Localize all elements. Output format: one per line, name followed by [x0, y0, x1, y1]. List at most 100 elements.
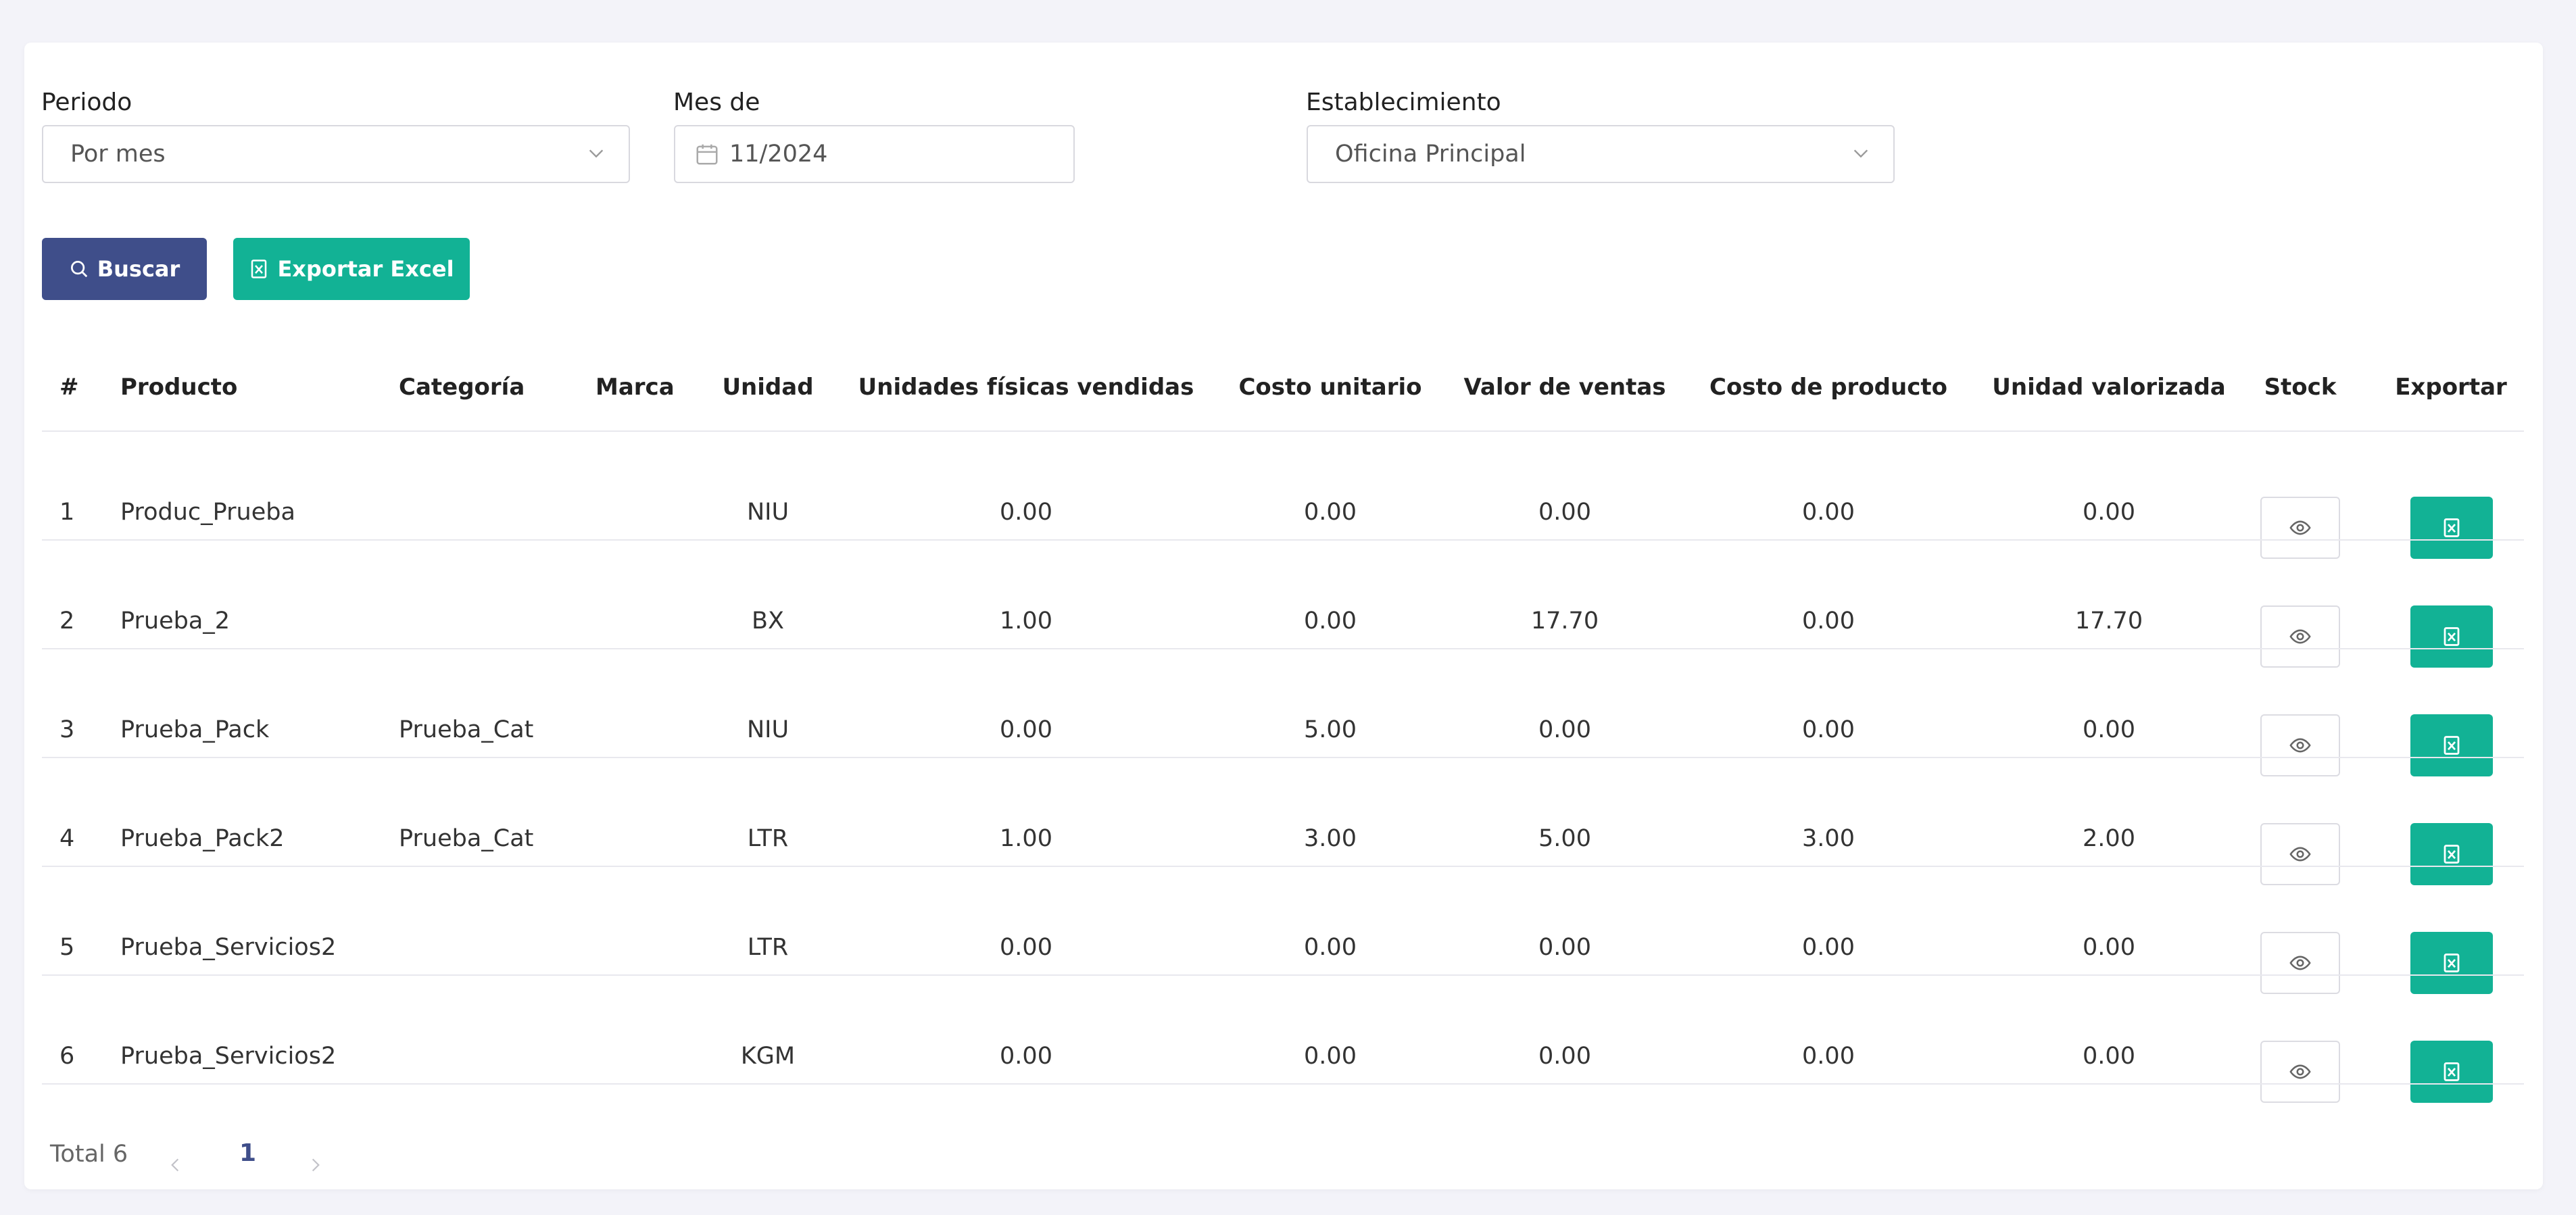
mes-value: 11/2024: [729, 141, 828, 168]
periodo-label: Periodo: [41, 89, 132, 116]
excel-file-icon: [251, 259, 267, 278]
cell-unidad: BX: [752, 608, 784, 635]
cell-costo-unitario: 5.00: [1304, 716, 1357, 743]
row-export-button[interactable]: [2410, 932, 2493, 994]
row-divider: [42, 539, 2524, 541]
periodo-value: Por mes: [70, 141, 166, 168]
cell-categoria: Prueba_Cat: [399, 716, 534, 743]
col-header-costo-producto: Costo de producto: [1709, 374, 1948, 401]
cell-producto: Prueba_Servicios2: [120, 934, 337, 961]
pagination-total: Total 6: [50, 1141, 128, 1168]
cell-vendidas: 0.00: [1000, 716, 1052, 743]
calendar-icon: [696, 144, 718, 165]
stock-view-button[interactable]: [2260, 1041, 2340, 1103]
cell-valorizada: 2.00: [2083, 825, 2135, 852]
mes-label: Mes de: [673, 89, 760, 116]
mes-date-input[interactable]: 11/2024: [674, 125, 1075, 183]
cell-valor-ventas: 0.00: [1538, 934, 1591, 961]
row-export-button[interactable]: [2410, 605, 2493, 668]
cell-vendidas: 1.00: [1000, 825, 1052, 852]
col-header-valor-ventas: Valor de ventas: [1463, 374, 1666, 401]
chevron-right-icon[interactable]: [307, 1156, 324, 1174]
cell-costo-unitario: 0.00: [1304, 608, 1357, 635]
buscar-button[interactable]: Buscar: [42, 238, 207, 300]
cell-valorizada: 0.00: [2083, 716, 2135, 743]
cell-costo-producto: 3.00: [1802, 825, 1855, 852]
cell-vendidas: 0.00: [1000, 1043, 1052, 1070]
cell-num: 2: [59, 608, 75, 635]
table-header-divider: [42, 430, 2524, 432]
col-header-exportar: Exportar: [2395, 374, 2507, 401]
cell-costo-unitario: 0.00: [1304, 934, 1357, 961]
cell-unidad: NIU: [746, 499, 789, 526]
cell-num: 6: [59, 1043, 75, 1070]
cell-num: 5: [59, 934, 75, 961]
row-export-button[interactable]: [2410, 497, 2493, 559]
cell-costo-producto: 0.00: [1802, 608, 1855, 635]
chevron-left-icon[interactable]: [166, 1156, 184, 1174]
col-header-categoria: Categoría: [399, 374, 525, 401]
eye-icon: [2289, 738, 2311, 753]
row-export-button[interactable]: [2410, 1041, 2493, 1103]
cell-vendidas: 0.00: [1000, 499, 1052, 526]
cell-producto: Prueba_Servicios2: [120, 1043, 337, 1070]
cell-costo-producto: 0.00: [1802, 499, 1855, 526]
cell-num: 1: [59, 499, 75, 526]
cell-categoria: Prueba_Cat: [399, 825, 534, 852]
stock-view-button[interactable]: [2260, 497, 2340, 559]
excel-file-icon: [2444, 845, 2460, 864]
cell-valor-ventas: 0.00: [1538, 716, 1591, 743]
cell-costo-producto: 0.00: [1802, 716, 1855, 743]
row-divider: [42, 974, 2524, 976]
col-header-unidad: Unidad: [722, 374, 814, 401]
establecimiento-value: Oficina Principal: [1335, 141, 1526, 168]
cell-vendidas: 0.00: [1000, 934, 1052, 961]
row-export-button[interactable]: [2410, 714, 2493, 776]
cell-unidad: LTR: [747, 825, 789, 852]
eye-icon: [2289, 1064, 2311, 1079]
buscar-button-label: Buscar: [97, 256, 180, 282]
cell-valor-ventas: 0.00: [1538, 1043, 1591, 1070]
col-header-vendidas: Unidades físicas vendidas: [858, 374, 1194, 401]
stock-view-button[interactable]: [2260, 605, 2340, 668]
chevron-down-icon: [1853, 149, 1868, 158]
stock-view-button[interactable]: [2260, 932, 2340, 994]
row-divider: [42, 1083, 2524, 1085]
exportar-excel-button[interactable]: Exportar Excel: [233, 238, 470, 300]
cell-costo-producto: 0.00: [1802, 1043, 1855, 1070]
eye-icon: [2289, 629, 2311, 644]
cell-valorizada: 0.00: [2083, 1043, 2135, 1070]
cell-num: 3: [59, 716, 75, 743]
col-header-unidad-valorizada: Unidad valorizada: [1992, 374, 2226, 401]
cell-valorizada: 17.70: [2074, 608, 2143, 635]
stock-view-button[interactable]: [2260, 714, 2340, 776]
row-export-button[interactable]: [2410, 823, 2493, 885]
excel-file-icon: [2444, 736, 2460, 755]
eye-icon: [2289, 520, 2311, 535]
cell-valor-ventas: 0.00: [1538, 499, 1591, 526]
excel-file-icon: [2444, 518, 2460, 537]
col-header-num: #: [59, 374, 79, 401]
cell-valorizada: 0.00: [2083, 499, 2135, 526]
excel-file-icon: [2444, 953, 2460, 972]
cell-costo-producto: 0.00: [1802, 934, 1855, 961]
cell-unidad: NIU: [746, 716, 789, 743]
establecimiento-select[interactable]: Oficina Principal: [1307, 125, 1895, 183]
cell-costo-unitario: 0.00: [1304, 499, 1357, 526]
establecimiento-label: Establecimiento: [1306, 89, 1501, 116]
stock-view-button[interactable]: [2260, 823, 2340, 885]
row-divider: [42, 757, 2524, 758]
cell-costo-unitario: 3.00: [1304, 825, 1357, 852]
cell-valorizada: 0.00: [2083, 934, 2135, 961]
pagination-page-1[interactable]: 1: [239, 1139, 257, 1167]
cell-unidad: LTR: [747, 934, 789, 961]
chevron-down-icon: [589, 149, 604, 158]
periodo-select[interactable]: Por mes: [42, 125, 630, 183]
cell-valor-ventas: 5.00: [1538, 825, 1591, 852]
exportar-excel-label: Exportar Excel: [277, 256, 454, 282]
cell-costo-unitario: 0.00: [1304, 1043, 1357, 1070]
excel-file-icon: [2444, 1062, 2460, 1081]
search-icon: [70, 261, 87, 278]
report-card: Periodo Por mes Mes de 11/2024 Estableci…: [24, 43, 2543, 1189]
cell-valor-ventas: 17.70: [1530, 608, 1599, 635]
